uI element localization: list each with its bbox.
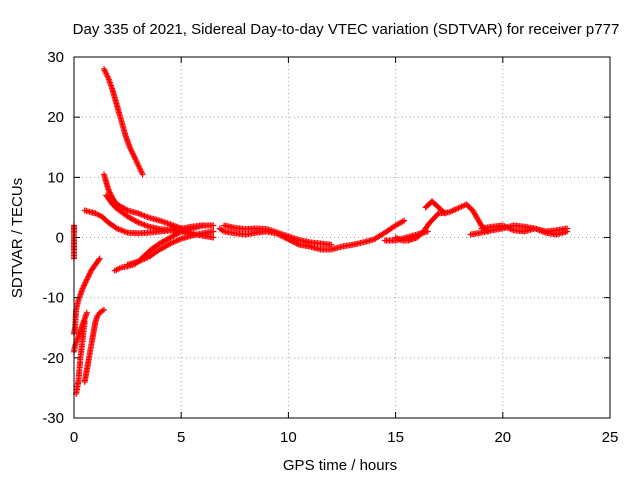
data-point [176, 229, 183, 236]
data-point [210, 222, 217, 229]
y-tick-label: -10 [42, 290, 64, 307]
series-arc-day-b [221, 222, 335, 248]
data-point [139, 171, 146, 178]
data-point [210, 228, 217, 235]
data-point [441, 210, 448, 217]
x-tick-label: 25 [602, 429, 619, 446]
series-arc-upper-steep [101, 66, 146, 178]
data-point [210, 234, 217, 241]
series-arc-low-left-b [81, 306, 108, 385]
series-arc-afternoon [392, 201, 491, 244]
series-arc-low-left-c [71, 309, 90, 355]
data-point [123, 206, 130, 213]
chart-title: Day 335 of 2021, Sidereal Day-to-day VTE… [73, 21, 620, 38]
series-arc-lower-b [124, 228, 217, 268]
data-point [290, 239, 297, 246]
data-point [434, 211, 441, 218]
data-point [440, 209, 447, 216]
data-point [101, 306, 108, 313]
data-point [401, 217, 408, 224]
data-point [133, 218, 140, 225]
y-tick-label: -20 [42, 350, 64, 367]
series-arc-day [216, 217, 408, 253]
data-point [95, 256, 102, 263]
y-tick-label: 10 [47, 169, 64, 186]
data-point [199, 222, 206, 229]
y-tick-label: 30 [47, 49, 64, 66]
y-tick-label: -30 [42, 410, 64, 427]
series-arc-evening-b [467, 222, 571, 238]
data-point [96, 255, 103, 262]
series-arc-peak [422, 198, 448, 217]
x-tick-label: 10 [280, 429, 297, 446]
x-tick-label: 20 [494, 429, 511, 446]
y-tick-label: 0 [56, 230, 64, 247]
x-tick-label: 15 [387, 429, 404, 446]
x-tick-label: 0 [70, 429, 78, 446]
x-tick-label: 5 [177, 429, 185, 446]
x-axis-label: GPS time / hours [283, 457, 397, 474]
y-tick-label: 20 [47, 109, 64, 126]
data-point [564, 225, 571, 232]
y-axis-label: SDTVAR / TECUs [9, 178, 26, 298]
data-point [328, 241, 335, 248]
data-point [83, 309, 90, 316]
series-arc-left-rise [71, 255, 103, 337]
